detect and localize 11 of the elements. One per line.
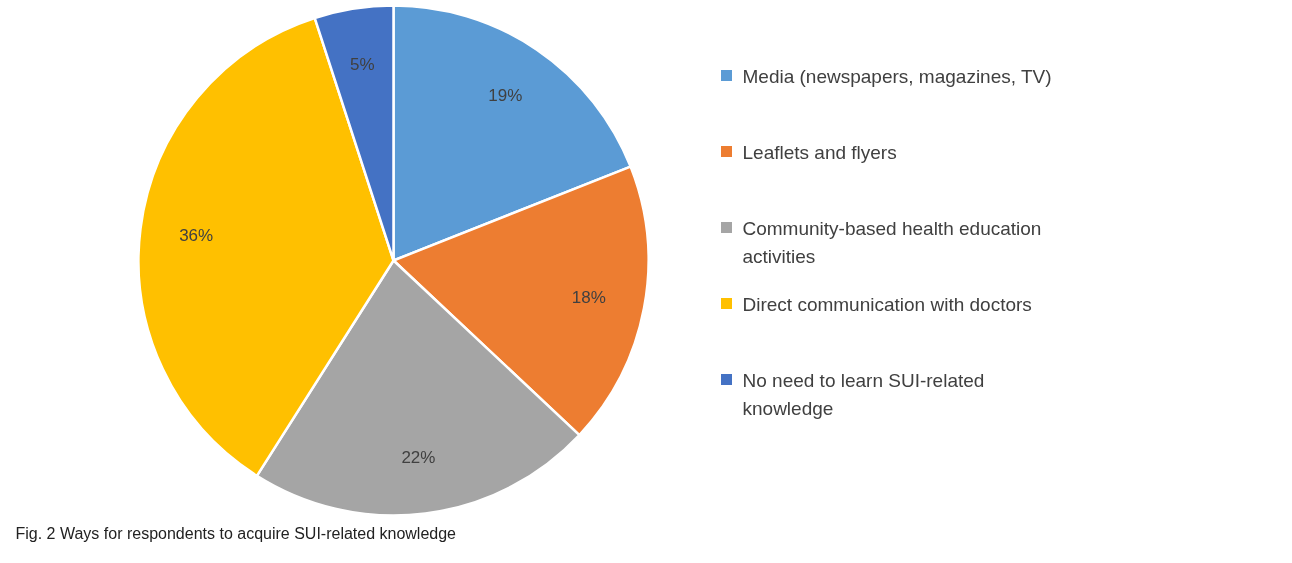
data-label: 19% <box>488 86 523 106</box>
data-label: 36% <box>179 226 214 246</box>
legend-label: No need to learn SUI-related knowledge <box>742 369 985 419</box>
legend-label: Media (newspapers, magazines, TV) <box>742 65 1052 87</box>
data-label: 22% <box>401 448 436 468</box>
legend-label: Leaflets and flyers <box>742 141 897 163</box>
caption: Fig. 2 Ways for respondents to acquire SUI-related knowledge <box>15 525 457 542</box>
legend-label: Community-based health education activities <box>742 217 1042 267</box>
data-label: 5% <box>350 54 375 74</box>
data-label: 18% <box>571 288 606 308</box>
legend-label: Direct communication with doctors <box>742 293 1032 315</box>
